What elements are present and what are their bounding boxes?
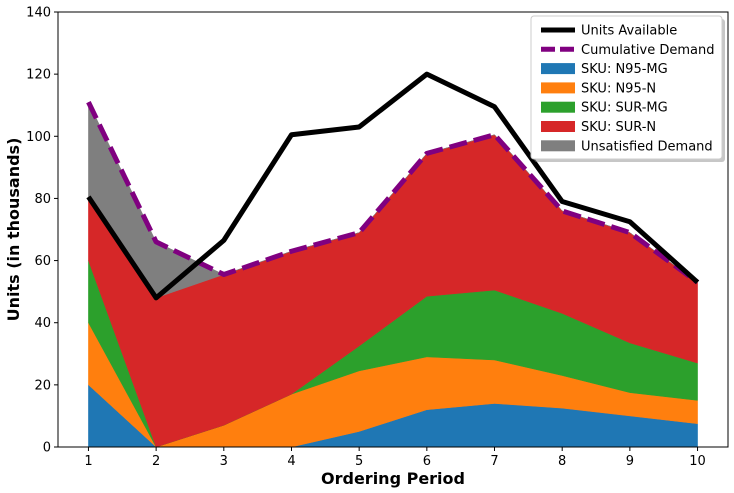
x-axis-ticks: 1 2 3 4 5 6 7 8 9 10 (84, 447, 706, 469)
y-tick-label: 100 (26, 130, 51, 145)
legend: Units Available Cumulative Demand SKU: N95… (530, 15, 725, 162)
y-tick-label: 60 (34, 254, 51, 269)
legend-item-sku-sur-mg: SKU: SUR-MG (541, 101, 668, 116)
legend-swatch (541, 63, 575, 75)
legend-swatch (541, 121, 575, 132)
legend-box (530, 15, 723, 160)
line-cumulative-demand (86, 101, 700, 285)
x-tick-label: 7 (490, 454, 498, 469)
y-tick-label: 80 (34, 192, 51, 207)
y-tick-label: 0 (43, 441, 51, 456)
x-tick-label: 3 (220, 454, 228, 469)
legend-swatch (541, 140, 575, 152)
y-axis-label: Units (in thousands) (4, 138, 23, 322)
x-tick-label: 1 (84, 454, 92, 469)
legend-swatch (541, 101, 575, 113)
y-tick-label: 20 (34, 378, 51, 393)
legend-item-sku-n95-n: SKU: N95-N (541, 81, 656, 96)
legend-label: Cumulative Demand (581, 43, 714, 58)
line-series (86, 71, 700, 301)
x-tick-label: 4 (287, 454, 295, 469)
legend-label: SKU: N95-N (581, 81, 656, 96)
y-tick-label: 140 (26, 6, 51, 21)
x-axis-label: Ordering Period (321, 469, 465, 488)
legend-label: Units Available (581, 24, 677, 39)
plot-frame (57, 11, 729, 448)
x-tick-label: 9 (626, 454, 634, 469)
x-tick-label: 6 (423, 454, 431, 469)
x-tick-label: 10 (689, 454, 706, 469)
y-tick-label: 40 (34, 316, 51, 331)
x-tick-label: 2 (152, 454, 160, 469)
x-tick-label: 8 (558, 454, 566, 469)
legend-item-units-available: Units Available (541, 24, 677, 39)
y-axis-ticks: 0 20 40 60 80 100 120 140 (26, 6, 58, 456)
line-units-available (86, 71, 700, 301)
legend-swatch (541, 82, 575, 94)
legend-label: SKU: N95-MG (581, 62, 668, 77)
legend-label: SKU: SUR-MG (581, 101, 668, 116)
legend-label: Unsatisfied Demand (581, 139, 713, 154)
y-tick-label: 120 (26, 68, 51, 83)
legend-item-sku-sur-n: SKU: SUR-N (541, 120, 656, 135)
legend-item-cumulative-demand: Cumulative Demand (541, 43, 714, 58)
legend-label: SKU: SUR-N (581, 120, 656, 135)
legend-item-unsatisfied-demand: Unsatisfied Demand (541, 139, 713, 154)
x-tick-label: 5 (355, 454, 363, 469)
legend-item-sku-n95-mg: SKU: N95-MG (541, 62, 668, 77)
